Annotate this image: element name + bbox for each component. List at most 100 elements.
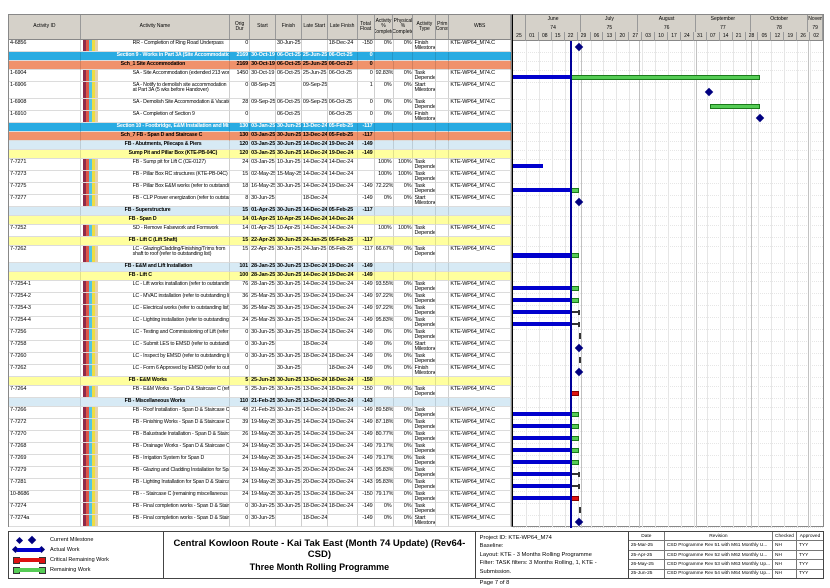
timeline-week-label[interactable]: 06 — [591, 32, 604, 41]
table-row[interactable]: 7-7264 FB - E&M Works - Span D & Staircas… — [9, 386, 512, 398]
band-row[interactable]: FB - Abutments, Pilecaps & Piers 120 03-Ja… — [9, 141, 511, 150]
column-header-8[interactable]: Activity % Complete — [375, 15, 394, 39]
table-row[interactable]: 1-6910 SA - Completion of Section 9 0 06-Oc… — [9, 111, 512, 123]
timeline-week-label[interactable]: 29 — [578, 32, 591, 41]
timeline-week-label[interactable]: 28 — [746, 32, 759, 41]
timeline-week-label[interactable]: 24 — [681, 32, 694, 41]
late-finish-cell: 19-Dec-24 — [327, 419, 358, 431]
table-row[interactable]: 7-7254-2 LC - MVAC installation (refer to… — [9, 293, 512, 305]
column-header-3[interactable]: Start — [250, 15, 276, 39]
table-row[interactable]: 7-7268 FB - Drainage Works - Span D & Sta… — [9, 443, 512, 455]
timeline-week-label[interactable]: 02 — [810, 32, 824, 41]
timeline-week-label[interactable]: 12 — [771, 32, 785, 41]
physical-pct-cell: 0% — [393, 467, 414, 479]
total-float-cell: -149 — [357, 272, 375, 281]
table-row[interactable]: 7-7275 FB - Pillar Box E&M works (refer t… — [9, 183, 512, 195]
activity-name-cell: LC - Inspect by EMSD (refer to outstandi… — [80, 353, 231, 365]
table-row[interactable]: 7-7256 LC - Testing and Commissioning of … — [9, 329, 512, 341]
timeline-week-label[interactable]: 10 — [655, 32, 669, 41]
column-header-7[interactable]: Total Float — [358, 15, 375, 39]
table-row[interactable]: 7-7258 LC - Submit LES to EMSD (refer to … — [9, 341, 512, 353]
timeline-week-label[interactable]: 05 — [758, 32, 772, 41]
table-row[interactable]: 7-7262 LC - Glazing/Cladding/Finishing/Tr… — [9, 246, 512, 263]
table-row[interactable]: 7-7277 FB - CLP Power energization (refer… — [9, 195, 512, 207]
table-row[interactable]: 7-7271 FB - Sump pit for Lift C (CE-0127)… — [9, 159, 512, 171]
timeline-week-label[interactable]: 14 — [720, 32, 733, 41]
column-header-10[interactable]: Activity Type — [413, 15, 437, 39]
column-header-4[interactable]: Finish — [276, 15, 302, 39]
timeline-week-label[interactable]: 21 — [733, 32, 746, 41]
band-row[interactable]: FB - E&M and Lift Installation 101 28-Jan-… — [9, 263, 511, 272]
activity-pct-cell: 0% — [374, 341, 394, 353]
timeline-week-label[interactable]: 22 — [565, 32, 578, 41]
physical-pct-cell: 100% — [393, 171, 414, 183]
timeline-week-label[interactable]: 31 — [694, 32, 707, 41]
timeline-week-label[interactable]: 19 — [784, 32, 798, 41]
table-row[interactable]: 7-7281 FB - Lighting Installation for Spa… — [9, 479, 512, 491]
column-header-9[interactable]: Physical % Complete — [393, 15, 414, 39]
timeline-week-label[interactable]: 03 — [642, 32, 656, 41]
timeline-week-label[interactable]: 27 — [629, 32, 643, 41]
column-header-12[interactable]: WBS — [449, 15, 512, 39]
table-row[interactable]: 7-7274 FB - Final completion works - Span… — [9, 503, 512, 515]
physical-pct-cell: 0% — [393, 386, 414, 398]
wbs-cell: KTE-WP64_M74.C — [449, 431, 512, 443]
timeline-week-label[interactable]: 13 — [603, 32, 617, 41]
start-cell — [250, 40, 277, 52]
timeline-week-label[interactable]: 01 — [526, 32, 539, 41]
column-header-1[interactable]: Activity Name — [81, 15, 231, 39]
timeline-week-label[interactable]: 07 — [707, 32, 720, 41]
start-cell: 19-May-25 A — [250, 467, 277, 479]
activity-pct-cell: 0% — [374, 353, 394, 365]
band-row[interactable]: Sch_7 FB - Span D and Staircase C 130 03-J… — [9, 132, 511, 141]
timeline-week-label[interactable]: 08 — [539, 32, 552, 41]
table-row[interactable]: 7-7262 LC - Form 6 Approved by EMSD (refe… — [9, 365, 512, 377]
column-header-0[interactable]: Activity ID — [9, 15, 81, 39]
band-row[interactable]: FB - E&M Works 5 25-Jun-25 30-Jun-25 13-Dec-… — [9, 377, 512, 386]
table-row[interactable]: 7-7266 FB - Roof Installation - Span D & … — [9, 407, 512, 419]
late-finish-cell: 06-Oct-25 — [327, 70, 358, 82]
table-row[interactable]: 7-7254-3 LC - Electrical works (refer to … — [9, 305, 512, 317]
start-cell: 28-Jan-25 A — [250, 263, 276, 272]
table-row[interactable]: 4-6856 RR - Completion of Ring Road Under… — [9, 40, 512, 52]
table-row[interactable]: 7-7274a FB - Final completion works - Spa… — [9, 515, 512, 527]
band-row[interactable]: Section 10 - Footbridge, E&M Installatio… — [9, 123, 511, 132]
finish-cell: 30-Jun-25 — [276, 237, 302, 246]
table-row[interactable]: 7-7272 FB - Finishing Works - Span D & St… — [9, 419, 512, 431]
table-row[interactable]: 1-6906 SA - Notify to demolish site accom… — [9, 82, 512, 99]
prim-const-cell — [436, 171, 450, 183]
timeline-week-label[interactable]: 26 — [797, 32, 811, 41]
table-row[interactable]: 7-7254-4 LC - Lighting installation (refe… — [9, 317, 512, 329]
table-row[interactable]: 1-6908 SA - Demolish Site Accommodation &… — [9, 99, 512, 111]
table-row[interactable]: 7-7252 SD - Remove Falsework and Formwork… — [9, 225, 512, 237]
table-row[interactable]: 1-6904 SA - Site Accommodation (extended … — [9, 70, 512, 82]
prim-const-cell — [436, 491, 450, 503]
activity-id-cell: 7-7274 — [9, 503, 81, 515]
revision-cell: TYY — [799, 552, 809, 558]
band-row[interactable]: Sump Pit and Pillar Box (KTE-PB-04C) 120 0… — [9, 150, 512, 159]
table-row[interactable]: 7-7273 FB - Pillar Box RC structures (KTE… — [9, 171, 512, 183]
timeline-week-label[interactable]: 25 — [513, 32, 526, 41]
activity-type-cell: Task Dependent — [413, 443, 437, 455]
table-row[interactable]: 7-7279 FB - Glazing and Cladding Installa… — [9, 467, 512, 479]
finish-cell: 30-Jun-25 — [275, 132, 302, 141]
column-header-2[interactable]: Orig Dur — [230, 15, 250, 39]
column-header-11[interactable]: Prim Const — [436, 15, 450, 39]
timeline-week-label[interactable]: 17 — [668, 32, 681, 41]
column-header-5[interactable]: Late Start — [302, 15, 328, 39]
table-row[interactable]: 7-7270 FB - Balustrade Installation - Spa… — [9, 431, 512, 443]
table-row[interactable]: 7-7254-1 LC - Lift works installation (re… — [9, 281, 512, 293]
timeline-week-label[interactable]: 20 — [616, 32, 630, 41]
band-row[interactable]: Section 9 - Works in Part 3A (Site Accom… — [9, 52, 511, 61]
column-header-6[interactable]: Late Finish — [328, 15, 358, 39]
table-row[interactable]: 10-8686 FB - - Staircase C (remaining mis… — [9, 491, 512, 503]
table-row[interactable]: 7-7260 LC - Inspect by EMSD (refer to out… — [9, 353, 512, 365]
timeline-week-label[interactable]: 15 — [552, 32, 565, 41]
